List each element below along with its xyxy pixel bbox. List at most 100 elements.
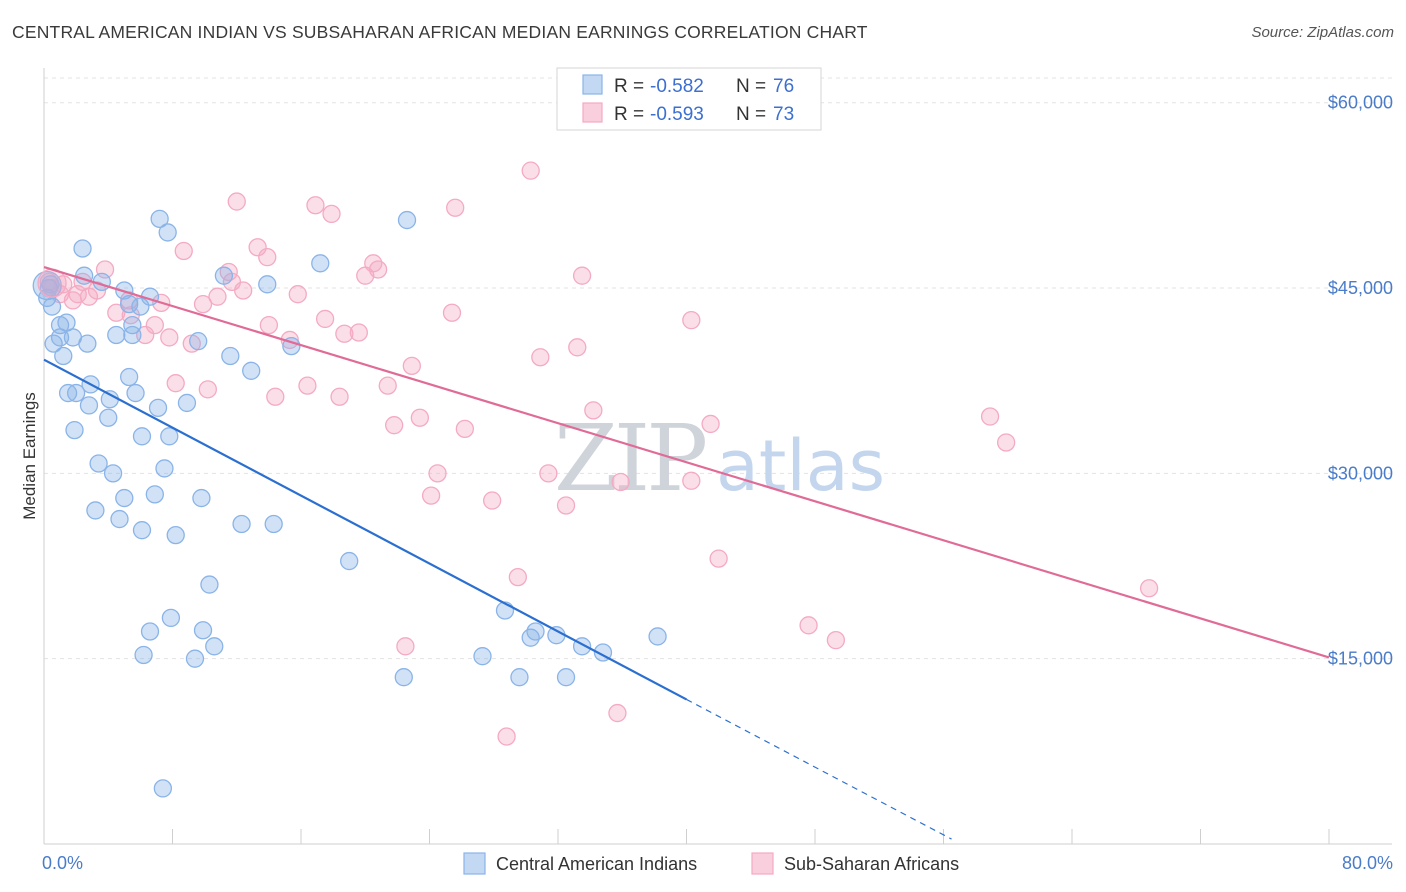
point-central-american: [394, 668, 413, 687]
point-subsaharan: [378, 376, 397, 395]
point-central-american: [42, 297, 62, 316]
point-central-american: [232, 514, 251, 534]
point-subsaharan: [107, 303, 126, 322]
point-subsaharan: [193, 294, 213, 314]
bottom-legend-label-central-american: Central American Indians: [496, 854, 697, 874]
point-subsaharan: [136, 325, 155, 345]
point-subsaharan: [364, 254, 383, 273]
legend-r-label-0: R =: [614, 76, 644, 97]
point-subsaharan: [315, 309, 335, 329]
point-central-american: [258, 275, 277, 294]
x-tick-label-min: 0.0%: [42, 853, 83, 873]
point-central-american: [161, 608, 181, 628]
point-central-american: [510, 668, 529, 687]
point-subsaharan: [497, 727, 516, 746]
point-central-american: [123, 325, 142, 345]
point-subsaharan: [701, 414, 720, 434]
point-subsaharan: [330, 387, 349, 406]
point-subsaharan: [508, 567, 527, 587]
point-subsaharan: [980, 407, 1000, 426]
point-subsaharan: [349, 323, 368, 342]
point-central-american: [148, 398, 168, 418]
legend-r-value-0: -0.582: [650, 76, 704, 97]
y-tick-label: $60,000: [1328, 93, 1393, 113]
y-tick-label: $45,000: [1328, 278, 1393, 298]
point-central-american: [65, 420, 84, 440]
point-subsaharan: [248, 238, 267, 257]
point-central-american: [119, 367, 139, 387]
y-axis-label: Median Earnings: [20, 392, 39, 520]
point-subsaharan: [482, 491, 502, 510]
point-central-american: [311, 254, 330, 273]
point-subsaharan: [608, 703, 627, 723]
trend-lines: [43, 265, 1330, 840]
y-tick-labels: $15,000 $30,000 $45,000 $60,000: [1328, 93, 1393, 669]
point-central-american: [155, 459, 174, 478]
point-subsaharan: [259, 315, 279, 335]
x-tick-label-max: 80.0%: [1342, 853, 1393, 873]
point-subsaharan: [1139, 579, 1159, 598]
point-central-american: [66, 383, 86, 403]
point-central-american: [126, 383, 145, 403]
point-subsaharan: [410, 408, 430, 427]
point-central-american: [140, 622, 160, 641]
point-subsaharan: [996, 433, 1016, 452]
point-central-american: [166, 525, 185, 545]
point-central-american: [110, 509, 129, 529]
legend-n-label-0: N =: [736, 76, 766, 97]
point-subsaharan: [288, 285, 307, 304]
point-central-american: [153, 779, 173, 798]
point-subsaharan: [442, 303, 462, 322]
legend-n-value-1: 73: [773, 104, 794, 125]
point-subsaharan: [539, 464, 558, 483]
point-central-american: [73, 239, 92, 258]
legend-r-label-1: R =: [614, 104, 644, 125]
point-central-american: [242, 361, 261, 380]
trend-line-central-american-extension: [686, 698, 952, 840]
point-subsaharan: [306, 196, 325, 215]
point-central-american: [150, 209, 169, 228]
point-central-american: [89, 454, 108, 473]
point-central-american: [78, 334, 97, 353]
legend-n-label-1: N =: [736, 104, 766, 125]
point-central-american: [79, 396, 99, 415]
point-subsaharan: [160, 328, 179, 347]
y-tick-label: $15,000: [1328, 649, 1393, 669]
point-subsaharan: [368, 260, 388, 279]
point-central-american: [185, 649, 205, 668]
point-central-american: [189, 332, 208, 351]
point-subsaharan: [396, 637, 415, 656]
point-central-american: [134, 645, 153, 665]
chart-title: CENTRAL AMERICAN INDIAN VS SUBSAHARAN AF…: [12, 22, 868, 42]
point-central-american: [556, 668, 576, 687]
point-subsaharan: [531, 348, 550, 367]
point-central-american: [54, 346, 73, 366]
point-central-american: [123, 315, 142, 335]
point-central-american: [340, 551, 359, 571]
point-subsaharan: [421, 486, 441, 505]
point-central-american: [648, 627, 667, 646]
watermark: ZIP atlas: [554, 405, 885, 512]
point-subsaharan: [568, 338, 587, 357]
y-tick-label: $30,000: [1328, 463, 1393, 483]
point-central-american: [158, 223, 177, 242]
point-subsaharan: [611, 472, 630, 492]
point-subsaharan: [258, 247, 277, 267]
point-central-american: [119, 294, 139, 314]
point-central-american: [473, 647, 492, 666]
bottom-legend-swatch-central-american: [463, 852, 486, 875]
point-subsaharan: [572, 266, 592, 285]
point-subsaharan: [446, 198, 465, 217]
bottom-legend: Central American Indians Sub-Saharan Afr…: [463, 852, 959, 875]
point-central-american: [205, 637, 224, 656]
point-central-american: [32, 270, 62, 301]
point-central-american: [214, 266, 234, 285]
point-central-american: [103, 464, 123, 483]
point-central-american: [107, 325, 126, 345]
point-subsaharan: [166, 374, 185, 393]
point-subsaharan: [145, 315, 164, 335]
legend-n-value-0: 76: [773, 76, 794, 97]
point-central-american: [192, 488, 211, 508]
trend-line-central-american: [43, 358, 688, 701]
